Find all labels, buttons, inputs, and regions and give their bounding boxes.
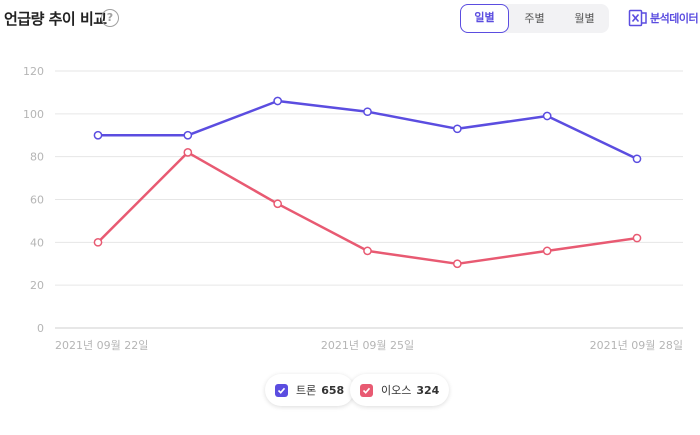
legend-count: 658 <box>321 383 345 397</box>
data-point <box>452 259 462 269</box>
legend-label: 이오스 <box>381 384 412 397</box>
data-point <box>542 246 552 256</box>
y-tick-label: 120 <box>23 65 44 78</box>
y-tick-label: 40 <box>30 236 44 249</box>
x-tick-label: 2021년 09월 22일 <box>55 338 148 352</box>
data-point <box>363 107 372 117</box>
checkbox-icon[interactable] <box>275 383 288 397</box>
export-label: 분석데이터 <box>650 12 699 25</box>
legend-label: 트론 <box>296 384 317 397</box>
data-point <box>273 96 283 106</box>
data-point <box>363 246 372 256</box>
x-tick-label: 2021년 09월 28일 <box>590 338 683 352</box>
legend-count: 324 <box>416 383 440 397</box>
data-point <box>273 199 283 209</box>
help-icon[interactable]: ? <box>101 9 119 27</box>
y-tick-label: 60 <box>30 194 44 207</box>
chart-header: 언급량 추이 비교 ? 일별 주별 월별 분석데이터 <box>0 0 700 40</box>
data-point <box>452 124 462 134</box>
data-point <box>632 154 642 164</box>
period-tab-group: 일별 주별 월별 <box>460 4 609 33</box>
data-point <box>93 237 103 247</box>
export-data-button[interactable]: 분석데이터 <box>628 7 699 29</box>
excel-icon <box>628 9 647 27</box>
checkbox-icon[interactable] <box>360 383 373 397</box>
legend-item-eos[interactable]: 이오스 324 <box>350 374 450 406</box>
data-point <box>183 148 193 157</box>
tab-daily[interactable]: 일별 <box>460 4 509 33</box>
x-tick-label: 2021년 09월 25일 <box>321 338 414 352</box>
tab-weekly[interactable]: 주별 <box>524 12 545 25</box>
y-tick-label: 20 <box>30 279 44 292</box>
line-chart: 0 20 40 60 80 100 120 2021년 09월 22일 2021년 09월 25… <box>23 65 683 352</box>
data-point <box>542 111 552 121</box>
chart-legend: 트론 658 이오스 324 <box>0 374 700 408</box>
legend-item-tron[interactable]: 트론 658 <box>265 374 355 406</box>
page-title: 언급량 추이 비교 <box>4 10 107 28</box>
data-point <box>93 130 103 140</box>
data-point <box>183 130 193 140</box>
y-tick-label: 100 <box>23 108 44 121</box>
tab-monthly[interactable]: 월별 <box>574 12 595 25</box>
y-tick-label: 80 <box>30 151 44 164</box>
data-point <box>632 233 642 243</box>
y-tick-label: 0 <box>37 322 44 335</box>
